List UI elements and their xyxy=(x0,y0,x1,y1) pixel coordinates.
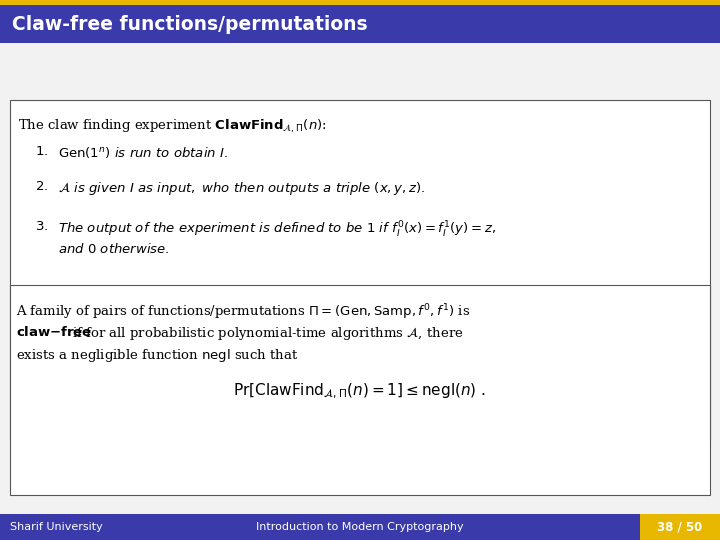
Text: The claw finding experiment $\mathbf{ClawFind}_{\mathcal{A},\Pi}(n)$:: The claw finding experiment $\mathbf{Cla… xyxy=(18,118,327,135)
Bar xyxy=(0,514,720,540)
Text: Introduction to Modern Cryptography: Introduction to Modern Cryptography xyxy=(256,522,464,532)
Text: $\mathit{The\ output\ of\ the\ experiment\ is\ defined\ to\ be\ 1\ if}$ $f^0_I(x: $\mathit{The\ output\ of\ the\ experimen… xyxy=(58,220,496,240)
Text: if for all probabilistic polynomial-time algorithms $\mathcal{A}$, there: if for all probabilistic polynomial-time… xyxy=(72,325,464,342)
Bar xyxy=(0,5,720,43)
Text: $3.$: $3.$ xyxy=(35,220,48,233)
Text: $\mathsf{Gen}(1^n)$ $\mathit{is\ run\ to\ obtain}$ $\mathit{I}.$: $\mathsf{Gen}(1^n)$ $\mathit{is\ run\ to… xyxy=(58,145,228,160)
Text: $\mathit{and\ 0\ otherwise.}$: $\mathit{and\ 0\ otherwise.}$ xyxy=(58,242,170,256)
Text: Sharif University: Sharif University xyxy=(10,522,103,532)
Text: $\Pr[\mathsf{ClawFind}_{\mathcal{A},\Pi}(n) = 1] \leq \mathsf{negl}(n)\ .$: $\Pr[\mathsf{ClawFind}_{\mathcal{A},\Pi}… xyxy=(233,382,487,401)
Text: $\mathbf{claw\mathbf{-}free}$: $\mathbf{claw\mathbf{-}free}$ xyxy=(16,325,92,339)
Bar xyxy=(10,100,710,440)
Text: exists a negligible function $\mathsf{negl}$ such that: exists a negligible function $\mathsf{ne… xyxy=(16,347,299,364)
Bar xyxy=(640,514,720,540)
Text: $2.$: $2.$ xyxy=(35,180,48,193)
Text: Claw-free functions/permutations: Claw-free functions/permutations xyxy=(12,15,368,33)
Text: $1.$: $1.$ xyxy=(35,145,48,158)
Text: 38 / 50: 38 / 50 xyxy=(657,521,703,534)
Bar xyxy=(0,0,720,5)
Text: $\mathcal{A}$ $\mathit{is\ given}$ $\mathit{I}$ $\mathit{as\ input,\ who\ then\ : $\mathcal{A}$ $\mathit{is\ given}$ $\mat… xyxy=(58,180,426,197)
Bar xyxy=(10,285,710,495)
Text: A family of pairs of functions/permutations $\Pi = (\mathsf{Gen}, \mathsf{Samp},: A family of pairs of functions/permutati… xyxy=(16,302,470,322)
